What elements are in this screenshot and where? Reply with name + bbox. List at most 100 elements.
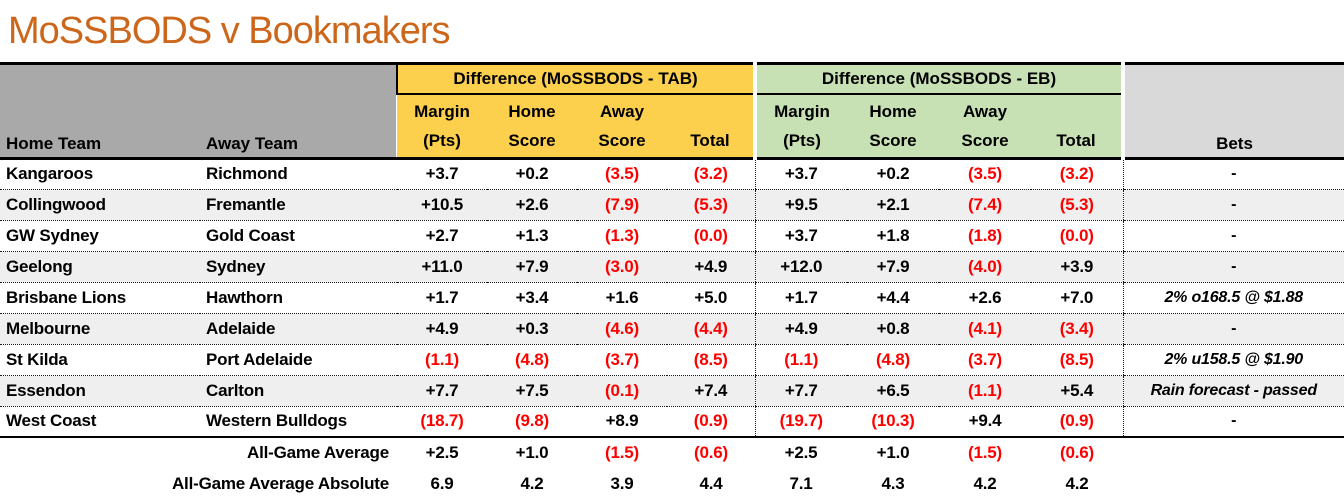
value-cell: +2.6 [487,189,577,221]
value-cell: (1.3) [577,220,667,252]
home-team-cell: St Kilda [0,344,200,376]
value-cell: +1.3 [487,220,577,252]
value-cell: +3.7 [754,220,847,252]
value-cell: (8.5) [1031,344,1123,376]
bet-cell: - [1122,189,1344,221]
value-cell: +4.4 [847,282,939,314]
value-cell: (4.0) [939,251,1031,283]
away-team-cell: Sydney [200,251,397,283]
group-header-tab: Difference (MoSSBODS - TAB) [396,63,755,95]
bet-cell: Rain forecast - passed [1122,375,1344,407]
header-line: Home [869,101,917,121]
col-header-tab-margin: Margin (Pts) [397,93,487,160]
value-cell: +2.5 [397,436,487,468]
away-team-cell: Gold Coast [200,220,397,252]
value-cell: 4.2 [973,473,997,493]
value-cell: +3.9 [1031,251,1123,283]
results-table: Home Team Away Team Difference (MoSSBODS… [0,62,1344,499]
bet-cell: - [1122,406,1344,437]
value-cell: (7.4) [939,189,1031,221]
value-cell: +12.0 [754,251,847,283]
home-team-cell: Geelong [0,251,200,283]
page-title: MoSSBODS v Bookmakers [8,9,450,52]
value-cell: (0.6) [667,436,755,468]
value-cell: (3.5) [939,158,1031,190]
value-cell: +4.9 [667,251,755,283]
group-header-eb: Difference (MoSSBODS - EB) [753,63,1123,95]
value-cell: (0.0) [1031,220,1123,252]
value-cell: +7.7 [397,375,487,407]
col-header-home-team: Home Team [0,63,200,160]
home-team-cell: Kangaroos [0,158,200,190]
value-cell: +3.4 [487,282,577,314]
header-line: (Pts) [423,130,461,150]
value-cell: (4.1) [939,313,1031,345]
game-row: Collingwood Fremantle +10.5 +2.6 (7.9) (… [0,189,1344,221]
value-cell: (4.4) [667,313,755,345]
value-cell: (0.6) [1031,436,1123,468]
value-cell: (3.7) [577,344,667,376]
value-cell: (3.7) [939,344,1031,376]
game-row: West Coast Western Bulldogs (18.7) (9.8)… [0,406,1344,437]
value-cell: (4.8) [847,344,939,376]
value-cell: +4.9 [754,313,847,345]
value-cell: +1.0 [487,436,577,468]
col-header-tab-home-score: Home Score [487,93,577,160]
home-team-cell: Melbourne [0,313,200,345]
value-cell: +1.8 [847,220,939,252]
value-cell: 6.9 [430,473,454,493]
col-header-bets: Bets [1121,63,1344,160]
summary-label-cell: All-Game Average [0,436,397,468]
value-cell: +1.6 [577,282,667,314]
game-row: Brisbane Lions Hawthorn +1.7 +3.4 +1.6 +… [0,282,1344,314]
bet-cell: - [1122,313,1344,345]
header-line: Total [690,130,730,150]
value-cell: +7.0 [1031,282,1123,314]
value-cell: (9.8) [515,411,549,431]
col-header-eb-home-score: Home Score [847,93,939,160]
home-team-cell: Brisbane Lions [0,282,200,314]
value-cell: (1.5) [939,436,1031,468]
value-cell: +0.3 [487,313,577,345]
value-cell: +0.2 [487,158,577,190]
summary-row: All-Game Average +2.5 +1.0 (1.5) (0.6) +… [0,436,1344,468]
value-cell: (3.2) [667,158,755,190]
value-cell: +2.1 [847,189,939,221]
away-team-cell: Adelaide [200,313,397,345]
value-cell: +1.0 [847,436,939,468]
game-row: Melbourne Adelaide +4.9 +0.3 (4.6) (4.4)… [0,313,1344,345]
bet-cell: - [1122,158,1344,190]
away-team-cell: Fremantle [200,189,397,221]
value-cell: (0.0) [667,220,755,252]
header-line: Away [962,101,1008,121]
value-cell: (1.5) [577,436,667,468]
col-header-eb-away-score: Away Score [939,93,1031,160]
home-team-cell: Collingwood [0,189,200,221]
value-cell: +9.4 [968,411,1002,431]
value-cell: (8.5) [667,344,755,376]
bet-cell: - [1122,251,1344,283]
table-header: Home Team Away Team Difference (MoSSBODS… [0,63,1344,160]
value-cell: +7.4 [667,375,755,407]
header-line: Home [508,101,556,121]
group-header-row: Home Team Away Team Difference (MoSSBODS… [0,63,1344,160]
header-line: Margin [414,101,470,121]
value-cell: +5.4 [1031,375,1123,407]
value-cell: +5.0 [667,282,755,314]
away-team-cell: Hawthorn [200,282,397,314]
bet-cell: 2% u158.5 @ $1.90 [1122,344,1344,376]
value-cell: 3.9 [610,473,634,493]
bet-cell [1123,468,1344,499]
value-cell: (1.1) [754,344,847,376]
col-header-tab-total: Total [667,93,755,160]
value-cell: (3.0) [577,251,667,283]
value-cell: +7.7 [754,375,847,407]
table-body: Kangaroos Richmond +3.7 +0.2 (3.5) (3.2)… [0,158,1344,437]
value-cell: (5.3) [667,189,755,221]
value-cell: (7.9) [577,189,667,221]
value-cell: (3.2) [1031,158,1123,190]
table-footer: All-Game Average +2.5 +1.0 (1.5) (0.6) +… [0,436,1344,499]
header-line: (Pts) [783,130,821,150]
header-line: Score [598,130,646,150]
